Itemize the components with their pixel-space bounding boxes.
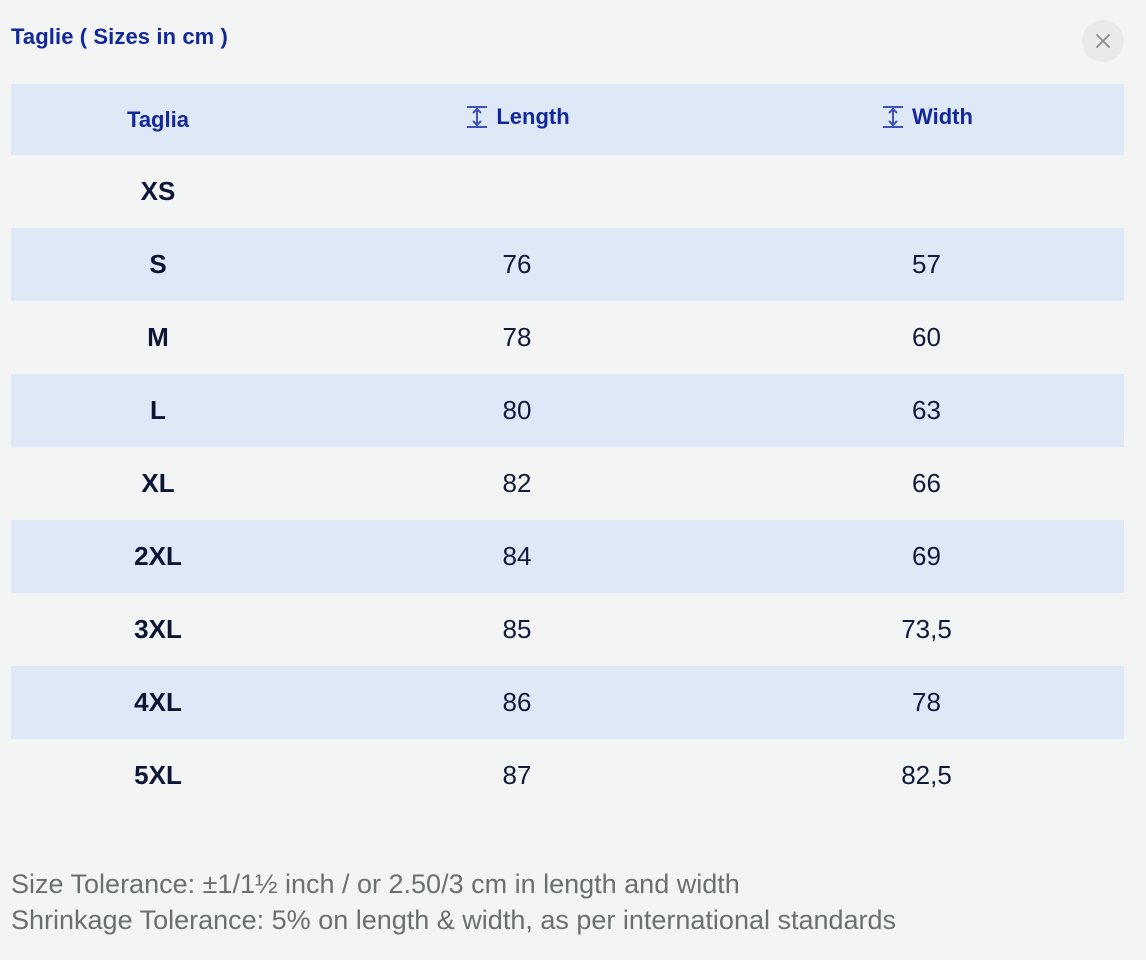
size-cell: 3XL bbox=[134, 614, 182, 644]
length-cell: 78 bbox=[502, 322, 532, 352]
table-row: 5XL 87 82,5 bbox=[11, 739, 1124, 812]
size-header-label: Taglia bbox=[127, 106, 189, 132]
width-cell: 69 bbox=[912, 541, 941, 571]
vertical-measure-icon bbox=[883, 105, 904, 128]
width-cell: 60 bbox=[912, 322, 941, 352]
size-table: Taglia Length bbox=[11, 84, 1124, 812]
width-cell: 57 bbox=[912, 249, 941, 279]
width-cell bbox=[729, 155, 1124, 228]
size-cell: 5XL bbox=[134, 760, 182, 790]
table-row: XS bbox=[11, 155, 1124, 228]
modal-title: Taglie ( Sizes in cm ) bbox=[11, 24, 228, 49]
tolerance-notes: Size Tolerance: ±1/1½ inch / or 2.50/3 c… bbox=[11, 866, 896, 938]
length-cell: 82 bbox=[502, 468, 532, 498]
size-cell: S bbox=[149, 249, 167, 279]
length-cell: 86 bbox=[502, 687, 532, 717]
size-cell: 2XL bbox=[134, 541, 182, 571]
width-column-header: Width bbox=[729, 84, 1124, 155]
length-header-label: Length bbox=[496, 103, 570, 129]
size-cell: L bbox=[150, 395, 166, 425]
length-cell: 80 bbox=[502, 395, 532, 425]
table-row: 2XL 84 69 bbox=[11, 520, 1124, 593]
table-header-row: Taglia Length bbox=[11, 84, 1124, 155]
size-cell: 4XL bbox=[134, 687, 182, 717]
table-row: 3XL 85 73,5 bbox=[11, 593, 1124, 666]
table-row: M 78 60 bbox=[11, 301, 1124, 374]
width-header-label: Width bbox=[912, 103, 973, 129]
width-cell: 78 bbox=[912, 687, 941, 717]
length-cell: 84 bbox=[502, 541, 532, 571]
length-cell: 87 bbox=[502, 760, 532, 790]
table-row: 4XL 86 78 bbox=[11, 666, 1124, 739]
table-row: S 76 57 bbox=[11, 228, 1124, 301]
shrinkage-tolerance-note: Shrinkage Tolerance: 5% on length & widt… bbox=[11, 905, 897, 935]
close-button[interactable] bbox=[1082, 20, 1124, 62]
length-cell: 85 bbox=[502, 614, 532, 644]
width-cell: 66 bbox=[912, 468, 941, 498]
table-row: L 80 63 bbox=[11, 374, 1124, 447]
size-cell: M bbox=[147, 322, 169, 352]
size-column-header: Taglia bbox=[11, 84, 305, 155]
width-cell: 82,5 bbox=[901, 760, 952, 790]
size-cell: XL bbox=[141, 468, 175, 498]
length-cell: 76 bbox=[502, 249, 532, 279]
length-cell bbox=[305, 155, 729, 228]
size-cell: XS bbox=[140, 176, 176, 206]
width-cell: 63 bbox=[912, 395, 941, 425]
table-row: XL 82 66 bbox=[11, 447, 1124, 520]
width-cell: 73,5 bbox=[901, 614, 952, 644]
length-column-header: Length bbox=[305, 84, 729, 155]
size-tolerance-note: Size Tolerance: ±1/1½ inch / or 2.50/3 c… bbox=[11, 869, 740, 899]
vertical-measure-icon bbox=[467, 105, 488, 128]
close-icon bbox=[1096, 34, 1110, 48]
